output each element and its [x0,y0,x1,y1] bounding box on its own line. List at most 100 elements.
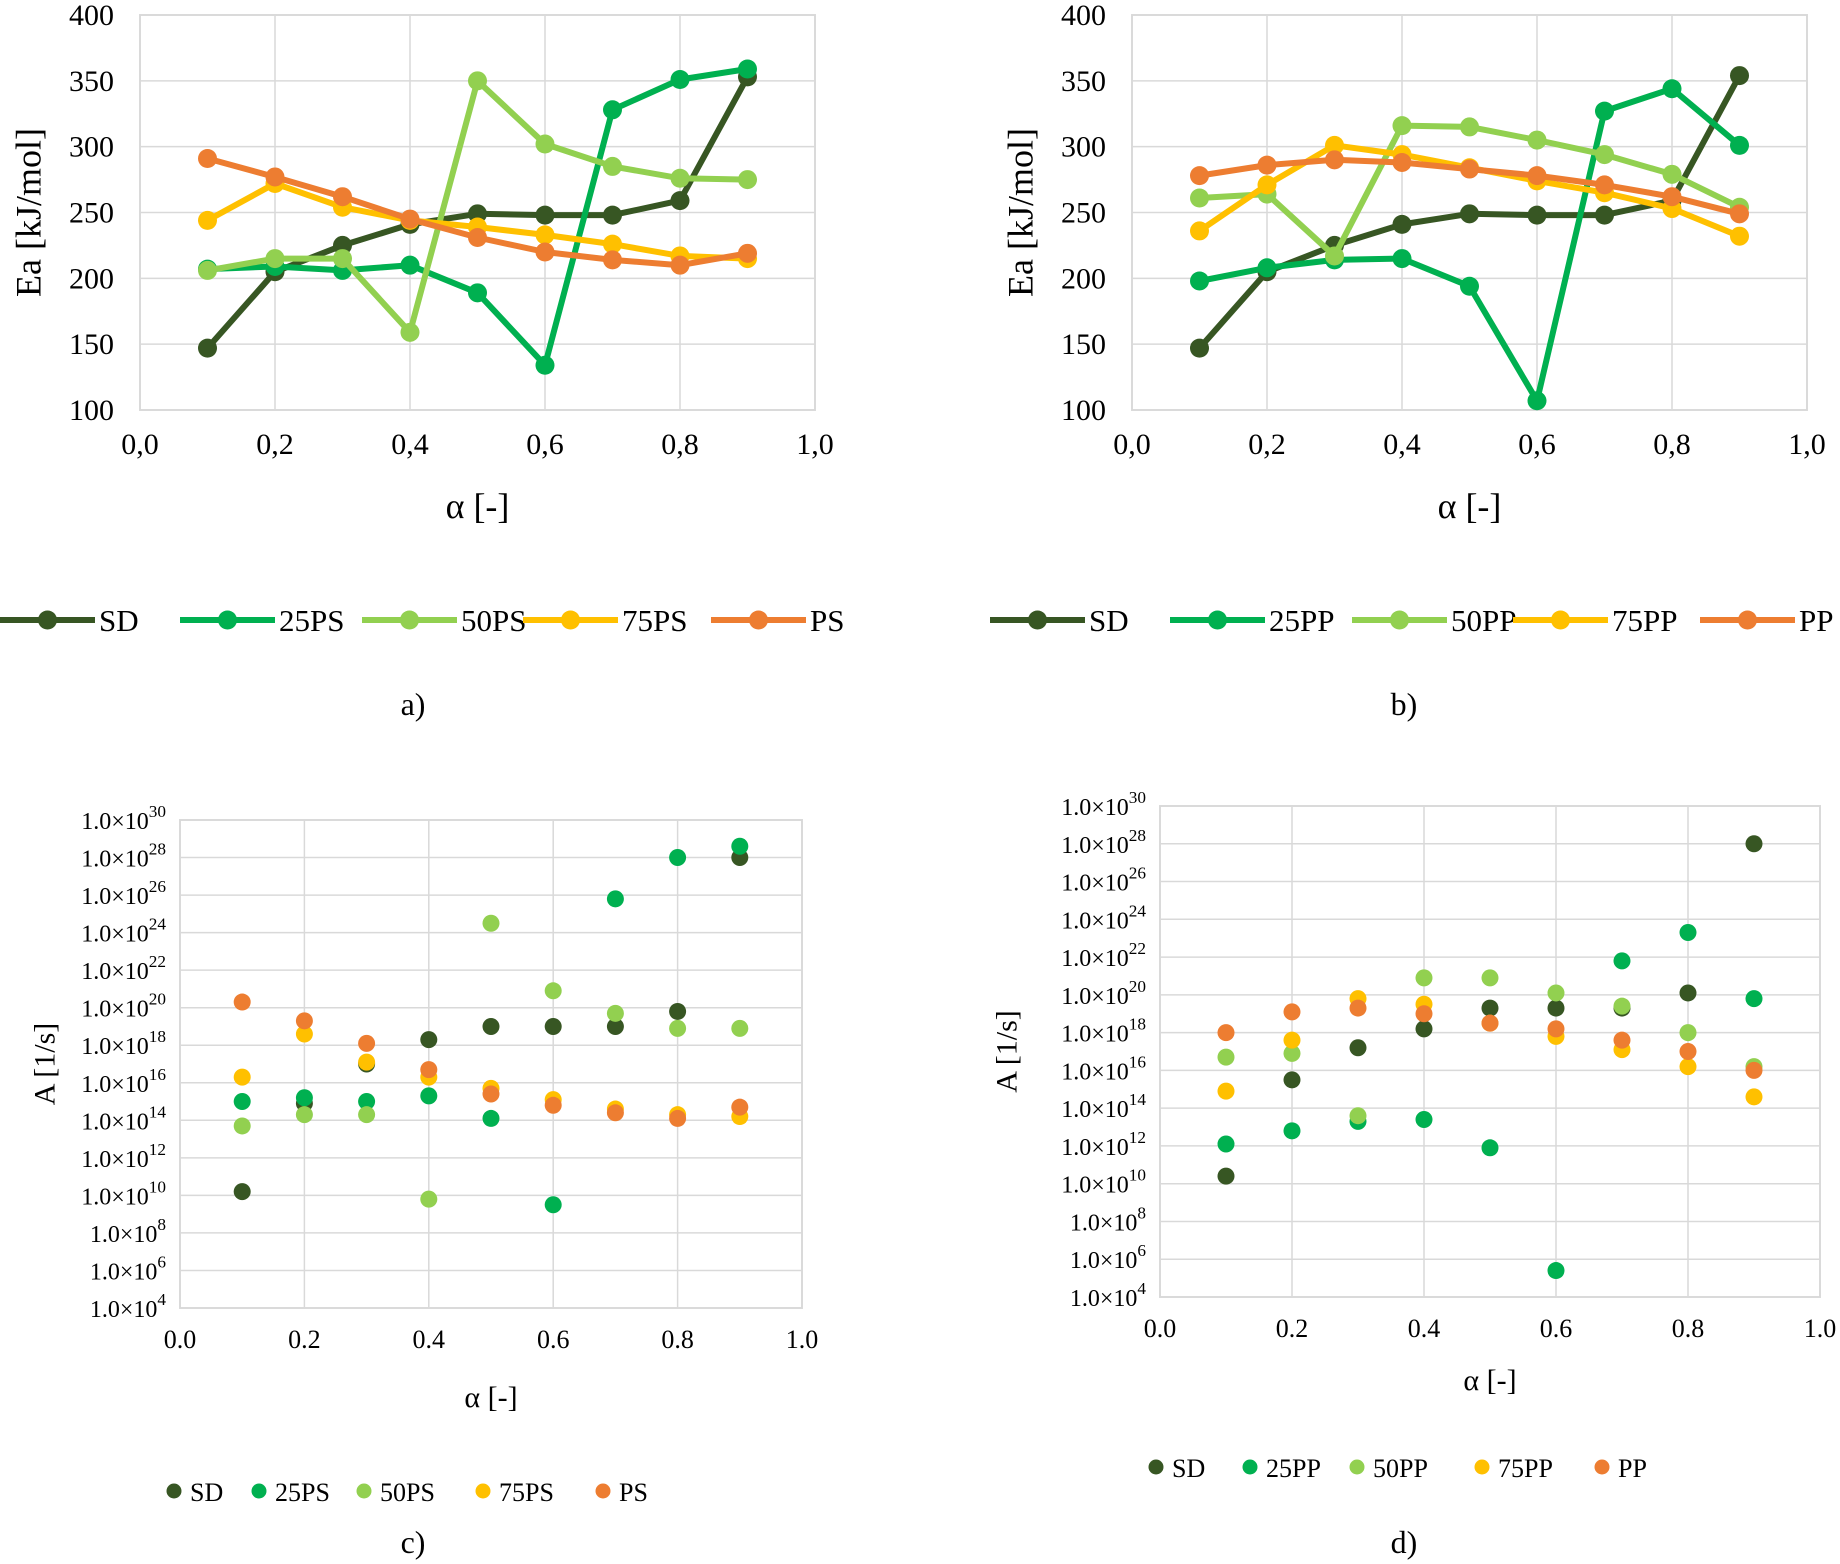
data-point [1283,1003,1301,1021]
line-marker [1730,66,1749,86]
y-tick-mantissa: 1.0 [81,1147,111,1173]
y-tick-times: ×10 [111,884,149,910]
data-point [233,993,251,1011]
y-tick-label: 1.0×1014 [81,1102,166,1135]
legend-swatch-marker [749,610,768,630]
line-marker [265,167,285,187]
line-marker [1662,187,1682,207]
data-point [1481,1014,1499,1032]
line-marker [468,204,487,224]
y-tick-mantissa: 1.0 [1070,1286,1100,1312]
line-marker [603,250,622,270]
data-point [1679,1043,1697,1060]
legend: SD 25PP 50PP 75PP PP [990,603,1833,638]
legend-label: 25PS [279,603,344,638]
y-tick-mantissa: 1.0 [1061,908,1091,934]
series-SD [1217,835,1763,1185]
y-axis-title: A [1/s] [29,1023,62,1106]
y-tick-times: ×10 [111,809,149,835]
y-tick-label: 1.0×108 [1070,1203,1146,1236]
line-marker [603,100,622,120]
data-point [1349,1107,1367,1125]
legend-swatch-marker [218,610,237,630]
y-tick-mantissa: 1.0 [81,959,111,985]
data-point [1481,999,1499,1017]
line-marker [400,322,420,342]
legend: SD 25PS 50PS 75PS PS [0,603,844,638]
y-tick-label: 1.0×1012 [1061,1128,1146,1161]
y-tick-label: 1.0×1028 [1061,826,1146,859]
line-marker [1595,205,1614,225]
series-PP [1190,150,1749,224]
y-tick-times: ×10 [1091,871,1129,897]
y-tick-mantissa: 1.0 [1070,1210,1100,1236]
line-marker [468,71,487,91]
y-tick-exponent: 4 [1137,1279,1146,1298]
y-tick-times: ×10 [1091,1022,1129,1048]
data-point [1481,969,1499,987]
panel-caption: c) [401,1524,426,1560]
data-point [1745,1088,1763,1106]
y-tick-label: 1.0×104 [90,1290,167,1323]
line-marker [670,255,690,275]
y-tick-exponent: 18 [1129,1015,1146,1034]
y-tick-mantissa: 1.0 [1061,1097,1091,1123]
line-marker [1257,155,1277,175]
legend-label: 75PS [499,1478,554,1507]
line-marker [1730,226,1749,246]
y-tick-times: ×10 [111,997,149,1023]
line-marker [468,228,487,248]
line-marker [198,149,217,169]
data-point [1745,990,1763,1008]
legend-label: PP [1799,603,1833,638]
line-marker [535,355,555,375]
y-tick-times: ×10 [1091,908,1129,934]
line-marker [1190,166,1209,186]
line-marker [400,255,420,275]
y-tick-exponent: 6 [1137,1241,1146,1260]
line-marker [1527,205,1547,225]
legend-item: 50PS [362,603,526,638]
y-tick-times: ×10 [1091,1135,1129,1161]
y-tick-exponent: 26 [1129,864,1147,883]
y-tick-exponent: 8 [1137,1203,1146,1222]
legend-swatch-marker [1738,610,1757,630]
legend: SD 25PS 50PS 75PS PS [166,1478,648,1507]
data-point [1217,1167,1235,1185]
line-marker [1460,117,1479,137]
y-tick-mantissa: 1.0 [81,922,111,948]
x-tick-label: 0.8 [1672,1314,1705,1343]
y-tick-mantissa: 1.0 [90,1297,120,1323]
x-tick-label: 0,0 [121,428,159,461]
legend-item: 75PS [475,1478,554,1507]
y-tick-exponent: 22 [149,952,166,971]
y-tick-label: 200 [1061,262,1106,295]
line-marker [1325,246,1344,266]
data-point [1415,1005,1433,1023]
data-point [606,1017,624,1035]
line-marker [535,242,555,262]
y-tick-label: 1.0×1020 [81,990,166,1023]
y-tick-label: 400 [69,0,114,32]
y-tick-label: 250 [1061,197,1106,230]
y-tick-label: 1.0×104 [1070,1279,1147,1312]
x-tick-label: 0.8 [661,1325,694,1354]
data-point [669,1109,687,1127]
line-marker [1460,276,1479,296]
chart-a: 0,0 0,2 0,4 0,6 0,8 1,0 100 150 200 250 300 350 400 α… [0,0,844,722]
legend-swatch-marker [1242,1459,1258,1475]
line-marker [198,338,217,358]
y-tick-times: ×10 [1091,946,1129,972]
y-tick-exponent: 10 [149,1177,166,1196]
y-tick-label: 1.0×106 [90,1252,167,1285]
data-point [1349,999,1367,1017]
y-tick-label: 300 [69,131,114,164]
y-tick-mantissa: 1.0 [1061,1135,1091,1161]
y-tick-exponent: 30 [149,802,166,821]
data-point [544,1017,562,1035]
data-point [358,1106,376,1124]
line-marker [1595,145,1614,165]
legend-label: 50PS [461,603,526,638]
y-tick-label: 150 [69,328,114,361]
y-tick-mantissa: 1.0 [81,847,111,873]
